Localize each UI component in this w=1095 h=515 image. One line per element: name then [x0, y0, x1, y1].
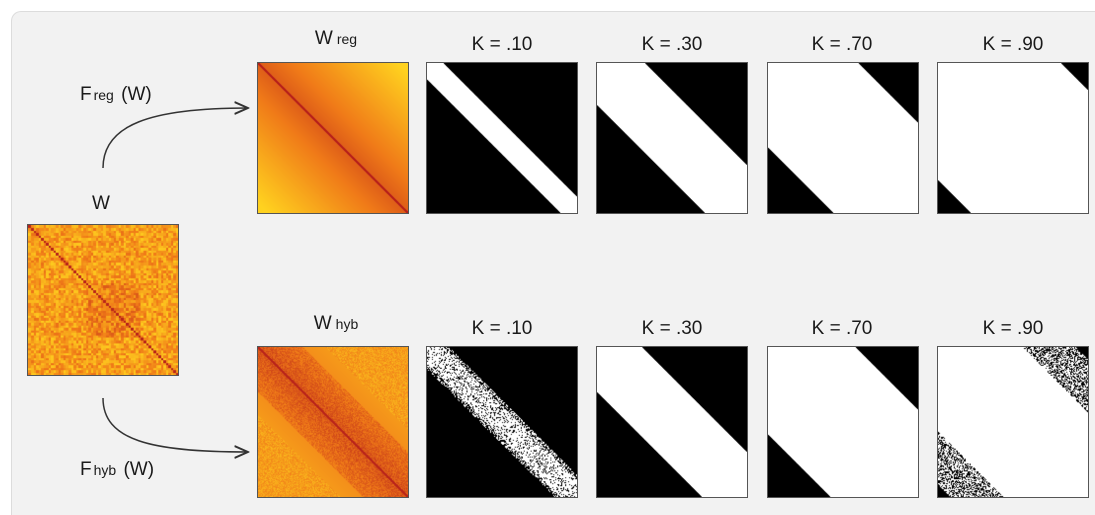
arrow-reg	[102, 108, 248, 169]
mask-reg-k30	[596, 62, 748, 214]
threshold-label-hyb-2: K = .30	[641, 318, 703, 339]
threshold-label-reg-2: K = .30	[641, 34, 703, 55]
mask-hyb-k90	[937, 346, 1089, 498]
threshold-label-reg-4: K = .90	[982, 34, 1044, 55]
mask-hyb-k70	[767, 346, 919, 498]
threshold-label-reg-1: K = .10	[471, 34, 533, 55]
source-matrix-label: W	[92, 193, 110, 214]
mask-reg-k70	[767, 62, 919, 214]
threshold-label-hyb-3: K = .70	[811, 318, 873, 339]
mask-hyb-k30	[596, 346, 748, 498]
threshold-label-hyb-4: K = .90	[982, 318, 1044, 339]
threshold-label-reg-3: K = .70	[811, 34, 873, 55]
mask-reg-k90	[937, 62, 1089, 214]
source-matrix	[27, 224, 179, 376]
matrix-w-hyb	[257, 346, 409, 498]
matrix-w-reg	[257, 62, 409, 214]
arrow-hyb	[102, 397, 248, 452]
threshold-label-hyb-1: K = .10	[471, 318, 533, 339]
mask-reg-k10	[426, 62, 578, 214]
mask-hyb-k10	[426, 346, 578, 498]
